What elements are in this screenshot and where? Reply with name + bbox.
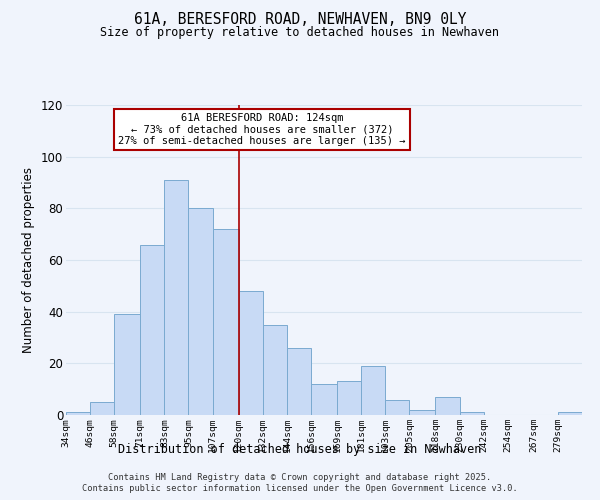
Bar xyxy=(311,384,337,415)
Bar xyxy=(558,412,582,415)
Bar xyxy=(263,324,287,415)
Bar xyxy=(212,229,239,415)
Y-axis label: Number of detached properties: Number of detached properties xyxy=(22,167,35,353)
Bar xyxy=(188,208,212,415)
Bar xyxy=(361,366,385,415)
Bar xyxy=(460,412,484,415)
Bar xyxy=(90,402,114,415)
Bar xyxy=(436,397,460,415)
Bar xyxy=(164,180,188,415)
Bar xyxy=(114,314,140,415)
Text: Contains HM Land Registry data © Crown copyright and database right 2025.: Contains HM Land Registry data © Crown c… xyxy=(109,472,491,482)
Text: 61A, BERESFORD ROAD, NEWHAVEN, BN9 0LY: 61A, BERESFORD ROAD, NEWHAVEN, BN9 0LY xyxy=(134,12,466,28)
Bar xyxy=(287,348,311,415)
Bar xyxy=(337,382,361,415)
Bar xyxy=(385,400,409,415)
Text: Distribution of detached houses by size in Newhaven: Distribution of detached houses by size … xyxy=(118,442,482,456)
Bar xyxy=(409,410,436,415)
Bar xyxy=(66,412,90,415)
Text: Contains public sector information licensed under the Open Government Licence v3: Contains public sector information licen… xyxy=(82,484,518,493)
Bar xyxy=(140,244,164,415)
Text: 61A BERESFORD ROAD: 124sqm
← 73% of detached houses are smaller (372)
27% of sem: 61A BERESFORD ROAD: 124sqm ← 73% of deta… xyxy=(118,113,406,146)
Bar xyxy=(239,291,263,415)
Text: Size of property relative to detached houses in Newhaven: Size of property relative to detached ho… xyxy=(101,26,499,39)
